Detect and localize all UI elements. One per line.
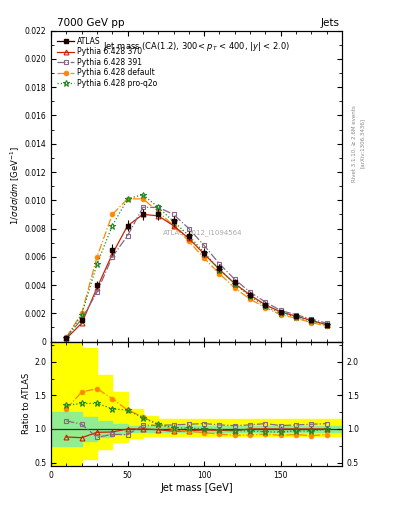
Pythia 6.428 370 xyxy=(141,211,145,218)
Text: Jets: Jets xyxy=(321,18,340,28)
Pythia 6.428 default xyxy=(141,196,145,202)
Pythia 6.428 pro-q2o xyxy=(79,312,84,318)
Pythia 6.428 391 xyxy=(79,316,84,322)
Pythia 6.428 pro-q2o xyxy=(171,219,176,225)
Pythia 6.428 370 xyxy=(232,281,237,287)
Pythia 6.428 pro-q2o xyxy=(278,310,283,316)
Pythia 6.428 391 xyxy=(187,225,191,231)
Pythia 6.428 pro-q2o xyxy=(324,322,329,328)
Pythia 6.428 default xyxy=(232,285,237,291)
X-axis label: Jet mass [GeV]: Jet mass [GeV] xyxy=(160,482,233,493)
Pythia 6.428 default xyxy=(110,211,115,218)
Pythia 6.428 370 xyxy=(278,309,283,315)
Pythia 6.428 370 xyxy=(110,251,115,257)
Pythia 6.428 default xyxy=(64,334,69,340)
Pythia 6.428 default xyxy=(187,238,191,244)
Line: Pythia 6.428 pro-q2o: Pythia 6.428 pro-q2o xyxy=(63,191,330,341)
Pythia 6.428 391 xyxy=(171,211,176,218)
Pythia 6.428 370 xyxy=(324,322,329,328)
Text: 7000 GeV pp: 7000 GeV pp xyxy=(57,18,125,28)
Pythia 6.428 391 xyxy=(141,204,145,210)
Pythia 6.428 391 xyxy=(232,276,237,283)
Pythia 6.428 391 xyxy=(64,334,69,340)
Pythia 6.428 pro-q2o xyxy=(125,196,130,202)
Pythia 6.428 370 xyxy=(263,302,268,308)
Pythia 6.428 default xyxy=(95,254,99,260)
Pythia 6.428 pro-q2o xyxy=(187,232,191,239)
Pythia 6.428 391 xyxy=(263,299,268,305)
Pythia 6.428 default xyxy=(263,305,268,311)
Pythia 6.428 391 xyxy=(278,307,283,313)
Pythia 6.428 default xyxy=(217,271,222,277)
Pythia 6.428 370 xyxy=(309,317,314,324)
Pythia 6.428 default xyxy=(171,223,176,229)
Pythia 6.428 default xyxy=(248,296,252,302)
Pythia 6.428 pro-q2o xyxy=(232,281,237,287)
Line: Pythia 6.428 default: Pythia 6.428 default xyxy=(64,197,329,340)
Pythia 6.428 pro-q2o xyxy=(156,204,161,210)
Line: Pythia 6.428 370: Pythia 6.428 370 xyxy=(64,212,329,341)
Pythia 6.428 391 xyxy=(156,204,161,210)
Pythia 6.428 pro-q2o xyxy=(202,249,206,255)
Pythia 6.428 pro-q2o xyxy=(141,191,145,198)
Pythia 6.428 391 xyxy=(110,254,115,260)
Pythia 6.428 370 xyxy=(125,223,130,229)
Pythia 6.428 370 xyxy=(187,236,191,242)
Pythia 6.428 default xyxy=(125,196,130,202)
Pythia 6.428 default xyxy=(79,310,84,316)
Text: ATLAS_2012_I1094564: ATLAS_2012_I1094564 xyxy=(163,229,242,236)
Pythia 6.428 391 xyxy=(95,289,99,295)
Pythia 6.428 370 xyxy=(95,285,99,291)
Pythia 6.428 370 xyxy=(202,251,206,257)
Pythia 6.428 pro-q2o xyxy=(309,318,314,324)
Pythia 6.428 370 xyxy=(217,266,222,272)
Pythia 6.428 default xyxy=(202,255,206,261)
Pythia 6.428 370 xyxy=(294,313,298,319)
Pythia 6.428 370 xyxy=(156,213,161,219)
Pythia 6.428 pro-q2o xyxy=(263,303,268,309)
Text: [arXiv:1306.3436]: [arXiv:1306.3436] xyxy=(360,118,365,168)
Text: Rivet 3.1.10, ≥ 2.6M events: Rivet 3.1.10, ≥ 2.6M events xyxy=(352,105,357,182)
Pythia 6.428 370 xyxy=(79,320,84,326)
Y-axis label: $1/\sigma\,d\sigma/dm$ [GeV$^{-1}$]: $1/\sigma\,d\sigma/dm$ [GeV$^{-1}$] xyxy=(8,147,22,225)
Pythia 6.428 370 xyxy=(171,223,176,229)
Pythia 6.428 370 xyxy=(64,335,69,342)
Pythia 6.428 pro-q2o xyxy=(110,223,115,229)
Pythia 6.428 391 xyxy=(217,261,222,267)
Legend: ATLAS, Pythia 6.428 370, Pythia 6.428 391, Pythia 6.428 default, Pythia 6.428 pr: ATLAS, Pythia 6.428 370, Pythia 6.428 39… xyxy=(54,34,160,91)
Pythia 6.428 pro-q2o xyxy=(248,293,252,300)
Pythia 6.428 pro-q2o xyxy=(294,314,298,320)
Pythia 6.428 391 xyxy=(125,232,130,239)
Pythia 6.428 default xyxy=(309,319,314,326)
Pythia 6.428 default xyxy=(278,312,283,318)
Pythia 6.428 pro-q2o xyxy=(64,334,69,340)
Pythia 6.428 default xyxy=(324,323,329,329)
Pythia 6.428 391 xyxy=(294,312,298,318)
Pythia 6.428 default xyxy=(294,315,298,322)
Line: Pythia 6.428 391: Pythia 6.428 391 xyxy=(64,205,329,340)
Pythia 6.428 pro-q2o xyxy=(95,261,99,267)
Pythia 6.428 default xyxy=(156,208,161,215)
Pythia 6.428 391 xyxy=(202,242,206,248)
Text: Jet mass (CA(1.2), 300< $p_{T}$ < 400, $|y|$ < 2.0): Jet mass (CA(1.2), 300< $p_{T}$ < 400, $… xyxy=(103,40,290,53)
Pythia 6.428 pro-q2o xyxy=(217,266,222,272)
Pythia 6.428 391 xyxy=(324,320,329,326)
Pythia 6.428 370 xyxy=(248,292,252,298)
Y-axis label: Ratio to ATLAS: Ratio to ATLAS xyxy=(22,373,31,434)
Pythia 6.428 391 xyxy=(309,316,314,322)
Pythia 6.428 391 xyxy=(248,289,252,295)
